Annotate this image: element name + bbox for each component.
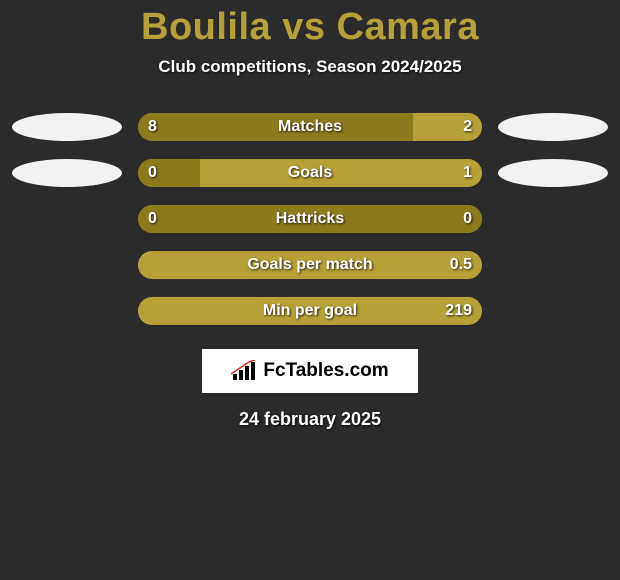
spacer (498, 297, 608, 325)
spacer (12, 297, 122, 325)
stat-label: Goals (138, 159, 482, 187)
spacer (498, 251, 608, 279)
player-right-marker (498, 113, 608, 141)
stat-bar: Min per goal219 (138, 297, 482, 325)
spacer (12, 205, 122, 233)
stat-row: Min per goal219 (0, 297, 620, 325)
stat-row: 8Matches2 (0, 113, 620, 141)
stat-label: Min per goal (138, 297, 482, 325)
stat-bar: 8Matches2 (138, 113, 482, 141)
stat-right-value: 1 (463, 159, 472, 187)
stat-right-value: 2 (463, 113, 472, 141)
player-right-marker (498, 159, 608, 187)
stat-bar: 0Hattricks0 (138, 205, 482, 233)
page-subtitle: Club competitions, Season 2024/2025 (0, 57, 620, 77)
stat-label: Goals per match (138, 251, 482, 279)
stat-right-value: 219 (445, 297, 472, 325)
chart-icon (231, 360, 257, 382)
comparison-infographic: Boulila vs Camara Club competitions, Sea… (0, 0, 620, 430)
stat-row: 0Goals1 (0, 159, 620, 187)
bars-container: 8Matches20Goals10Hattricks0Goals per mat… (0, 113, 620, 325)
stat-right-value: 0 (463, 205, 472, 233)
stat-right-value: 0.5 (450, 251, 472, 279)
player-left-marker (12, 159, 122, 187)
stat-bar: Goals per match0.5 (138, 251, 482, 279)
date-label: 24 february 2025 (0, 409, 620, 430)
source-logo: FcTables.com (202, 349, 418, 393)
page-title: Boulila vs Camara (0, 6, 620, 49)
stat-label: Hattricks (138, 205, 482, 233)
spacer (12, 251, 122, 279)
stat-bar: 0Goals1 (138, 159, 482, 187)
stat-row: 0Hattricks0 (0, 205, 620, 233)
logo-text: FcTables.com (263, 360, 388, 382)
spacer (498, 205, 608, 233)
player-left-marker (12, 113, 122, 141)
stat-row: Goals per match0.5 (0, 251, 620, 279)
stat-label: Matches (138, 113, 482, 141)
